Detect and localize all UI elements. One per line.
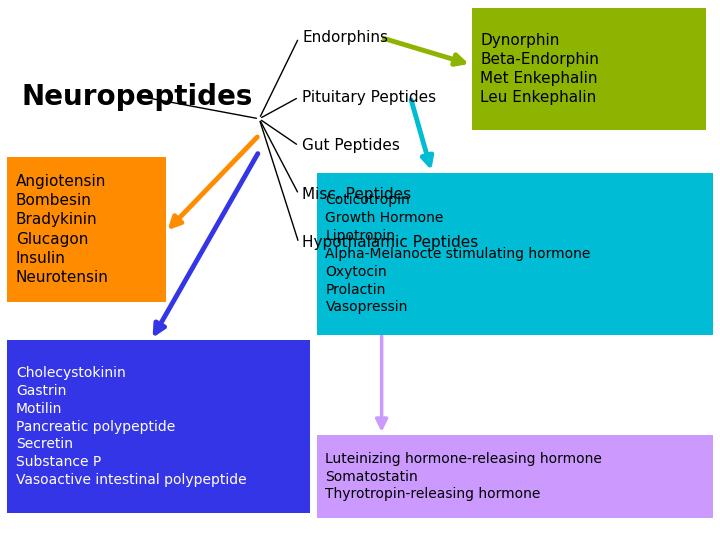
Text: Neuropeptides: Neuropeptides (22, 83, 253, 111)
Text: Gut Peptides: Gut Peptides (302, 138, 400, 153)
Text: Angiotensin
Bombesin
Bradykinin
Glucagon
Insulin
Neurotensin: Angiotensin Bombesin Bradykinin Glucagon… (16, 174, 109, 285)
FancyBboxPatch shape (472, 8, 706, 130)
FancyBboxPatch shape (317, 435, 713, 518)
Text: Luteinizing hormone-releasing hormone
Somatostatin
Thyrotropin-releasing hormone: Luteinizing hormone-releasing hormone So… (325, 451, 603, 502)
FancyBboxPatch shape (7, 340, 310, 513)
Text: Cholecystokinin
Gastrin
Motilin
Pancreatic polypeptide
Secretin
Substance P
Vaso: Cholecystokinin Gastrin Motilin Pancreat… (16, 366, 246, 487)
FancyBboxPatch shape (7, 157, 166, 302)
Text: Misc. Peptides: Misc. Peptides (302, 187, 412, 202)
Text: Endorphins: Endorphins (302, 30, 388, 45)
Text: Coticotropin
Growth Hormone
Lipotropin
Alpha-Melanocte stimulating hormone
Oxyto: Coticotropin Growth Hormone Lipotropin A… (325, 193, 591, 314)
Text: Hypothalamic Peptides: Hypothalamic Peptides (302, 235, 479, 251)
FancyBboxPatch shape (317, 173, 713, 335)
Text: Pituitary Peptides: Pituitary Peptides (302, 90, 436, 105)
Text: Dynorphin
Beta-Endorphin
Met Enkephalin
Leu Enkephalin: Dynorphin Beta-Endorphin Met Enkephalin … (480, 32, 599, 105)
